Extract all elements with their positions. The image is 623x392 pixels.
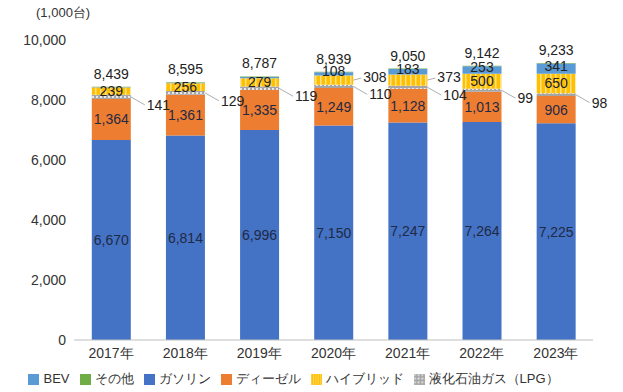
svg-text:2017年: 2017年	[88, 345, 133, 361]
html-text:その他: その他	[94, 371, 134, 386]
svg-text:119: 119	[295, 88, 318, 104]
svg-text:183: 183	[396, 60, 420, 77]
html-text:ガソリン: ガソリン	[158, 371, 211, 386]
svg-text:500: 500	[470, 73, 494, 89]
svg-text:7,225: 7,225	[539, 224, 574, 240]
svg-text:2022年: 2022年	[459, 345, 504, 361]
svg-text:906: 906	[544, 102, 568, 118]
html-text:BEV: BEV	[43, 371, 70, 386]
svg-text:239: 239	[100, 83, 124, 99]
svg-text:8,439: 8,439	[94, 66, 129, 82]
svg-text:2019年: 2019年	[237, 345, 282, 361]
svg-text:373: 373	[437, 69, 461, 85]
svg-text:8,939: 8,939	[316, 51, 351, 67]
svg-text:256: 256	[174, 79, 198, 95]
svg-text:2023年: 2023年	[533, 345, 578, 361]
svg-text:1,128: 1,128	[390, 98, 425, 114]
svg-text:1,364: 1,364	[94, 111, 129, 127]
svg-text:1,249: 1,249	[316, 99, 351, 115]
svg-text:2,000: 2,000	[31, 272, 66, 288]
html-text:ディーゼル: ディーゼル	[235, 371, 301, 386]
svg-text:9,233: 9,233	[539, 42, 574, 58]
svg-text:10,000: 10,000	[23, 32, 66, 48]
svg-text:7,247: 7,247	[390, 223, 425, 239]
svg-text:7,150: 7,150	[316, 225, 351, 241]
svg-text:6,670: 6,670	[94, 232, 129, 248]
svg-text:308: 308	[363, 69, 387, 85]
svg-text:104: 104	[443, 87, 467, 103]
svg-text:6,814: 6,814	[168, 230, 203, 246]
svg-text:8,595: 8,595	[168, 61, 203, 77]
svg-text:1,361: 1,361	[168, 107, 203, 123]
svg-text:0: 0	[58, 332, 66, 348]
svg-text:6,996: 6,996	[242, 227, 277, 243]
svg-text:4,000: 4,000	[31, 212, 66, 228]
svg-text:129: 129	[221, 93, 245, 109]
html-text:液化石油ガス（LPG）: 液化石油ガス（LPG）	[428, 371, 559, 386]
svg-text:108: 108	[322, 62, 346, 79]
svg-text:98: 98	[592, 95, 608, 111]
svg-text:7,264: 7,264	[464, 223, 499, 239]
svg-text:141: 141	[147, 97, 171, 113]
svg-text:2020年: 2020年	[311, 345, 356, 361]
svg-text:279: 279	[248, 74, 272, 90]
svg-text:1,335: 1,335	[242, 102, 277, 118]
svg-text:253: 253	[470, 59, 494, 75]
svg-text:2018年: 2018年	[163, 345, 208, 361]
svg-text:2021年: 2021年	[385, 345, 430, 361]
svg-text:6,000: 6,000	[31, 152, 66, 168]
svg-text:99: 99	[518, 90, 534, 106]
svg-text:650: 650	[544, 75, 568, 91]
svg-text:341: 341	[544, 58, 568, 74]
html-text:(1,000台): (1,000台)	[36, 5, 91, 20]
svg-text:1,013: 1,013	[464, 99, 499, 115]
svg-text:8,787: 8,787	[242, 55, 277, 71]
svg-text:110: 110	[369, 86, 392, 102]
svg-text:8,000: 8,000	[31, 92, 66, 108]
html-text:ハイブリッド: ハイブリッド	[325, 371, 404, 386]
svg-text:9,142: 9,142	[464, 45, 499, 61]
svg-text:9,050: 9,050	[390, 48, 425, 64]
